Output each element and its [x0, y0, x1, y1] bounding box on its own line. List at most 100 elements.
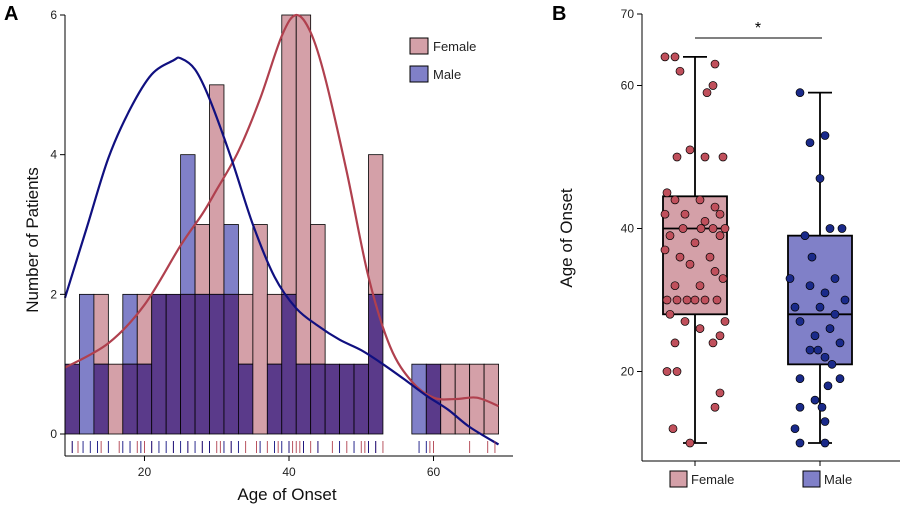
boxplot-y-tick-label: 70	[621, 7, 635, 21]
overlap-bar	[194, 293, 210, 435]
male-data-point	[820, 131, 830, 140]
overlap-bar	[339, 363, 355, 435]
female-data-point	[700, 152, 710, 162]
boxplot-legend-swatch-female	[669, 470, 688, 488]
female-data-point	[662, 188, 672, 198]
female-data-point	[710, 202, 720, 212]
male-data-point	[837, 224, 847, 233]
x-tick-label: 40	[282, 465, 296, 479]
female-data-point	[702, 88, 712, 98]
female-data-point	[700, 295, 710, 305]
female-bar	[483, 363, 499, 435]
female-data-point	[715, 388, 725, 398]
rug-marks	[71, 441, 496, 453]
legend-swatch-female	[409, 37, 429, 55]
overlap-bar	[165, 293, 182, 435]
overlap-bar	[295, 363, 312, 435]
female-data-point	[668, 424, 678, 434]
male-density-line	[63, 56, 500, 446]
overlap-bar	[353, 363, 369, 435]
panel-b-letter: B	[552, 3, 566, 25]
overlap-bar	[368, 293, 384, 435]
significance-star: *	[755, 20, 761, 37]
boxplot-legend-label-male: Male	[824, 472, 852, 487]
female-data-point	[695, 281, 705, 291]
boxplot-axes: 20 40 60 70	[621, 7, 900, 466]
female-data-point	[670, 52, 680, 62]
male-data-point	[807, 252, 817, 262]
female-data-point	[665, 309, 675, 319]
overlap-bar	[64, 363, 80, 435]
male-data-point	[823, 381, 833, 391]
female-data-point	[696, 224, 706, 233]
histogram-x-axis-title: Age of Onset	[237, 485, 337, 504]
female-data-point	[685, 259, 695, 269]
overlap-bar	[281, 293, 297, 435]
y-tick-label: 4	[50, 148, 57, 162]
female-data-point	[680, 209, 690, 219]
female-data-point	[680, 317, 690, 326]
boxplot-y-tick-label: 40	[621, 222, 635, 236]
boxplot-legend-label-female: Female	[691, 472, 734, 487]
female-data-point	[705, 252, 715, 262]
legend-swatch-male	[409, 65, 429, 83]
female-data-point	[670, 281, 680, 291]
boxplot-y-axis-title: Age of Onset	[557, 188, 576, 288]
female-bar	[107, 363, 124, 435]
y-tick-label: 6	[50, 8, 57, 22]
histogram-panel: 20 40 60 0 2 4 6 Age of Onset Number of Patien…	[23, 8, 513, 504]
female-bar	[93, 293, 109, 365]
female-data-point	[665, 231, 675, 240]
boxplot-y-tick-label: 60	[621, 79, 635, 93]
female-bar	[368, 154, 384, 295]
male-data-point	[815, 174, 825, 183]
female-data-point	[710, 59, 720, 69]
male-data-point	[820, 417, 830, 426]
boxplot-y-tick-label: 20	[621, 365, 635, 379]
female-data-point	[708, 224, 718, 233]
boxplot-points	[660, 52, 850, 448]
female-data-point	[672, 367, 682, 376]
overlap-bar	[266, 363, 283, 435]
male-data-point	[795, 402, 805, 412]
female-data-point	[720, 317, 730, 326]
overlap-bar	[180, 293, 196, 435]
female-bar	[194, 224, 210, 295]
panel-a-letter: A	[4, 3, 18, 25]
male-data-point	[815, 302, 825, 312]
male-data-point	[825, 324, 835, 333]
female-density-line	[64, 13, 499, 408]
male-data-point	[805, 345, 815, 355]
male-data-point	[827, 360, 837, 369]
male-data-point	[820, 288, 830, 298]
female-data-point	[670, 338, 680, 348]
male-data-point	[800, 231, 810, 240]
female-data-point	[695, 324, 705, 333]
y-tick-label: 0	[50, 427, 57, 441]
female-data-point	[690, 295, 700, 305]
histogram-legend: Female Male	[409, 37, 476, 83]
male-data-point	[810, 331, 820, 341]
male-data-point	[795, 438, 805, 448]
female-data-point	[695, 195, 705, 205]
female-data-point	[685, 438, 695, 448]
male-data-point	[820, 352, 830, 362]
male-data-point	[835, 338, 845, 348]
male-data-point	[795, 88, 805, 98]
female-data-point	[712, 295, 722, 305]
female-data-point	[700, 217, 710, 226]
female-data-point	[715, 231, 725, 240]
overlap-bar	[223, 293, 239, 435]
female-data-point	[660, 245, 670, 255]
density-curves	[63, 13, 500, 446]
female-data-point	[720, 224, 730, 233]
female-data-point	[675, 66, 685, 76]
legend-label-male: Male	[433, 67, 461, 82]
male-data-point	[820, 438, 830, 448]
overlap-bar	[310, 363, 326, 435]
female-data-point	[672, 152, 682, 162]
histogram-y-axis-title: Number of Patients	[23, 167, 42, 313]
female-data-point	[690, 238, 700, 248]
female-data-point	[685, 145, 695, 155]
female-bar	[266, 293, 283, 365]
